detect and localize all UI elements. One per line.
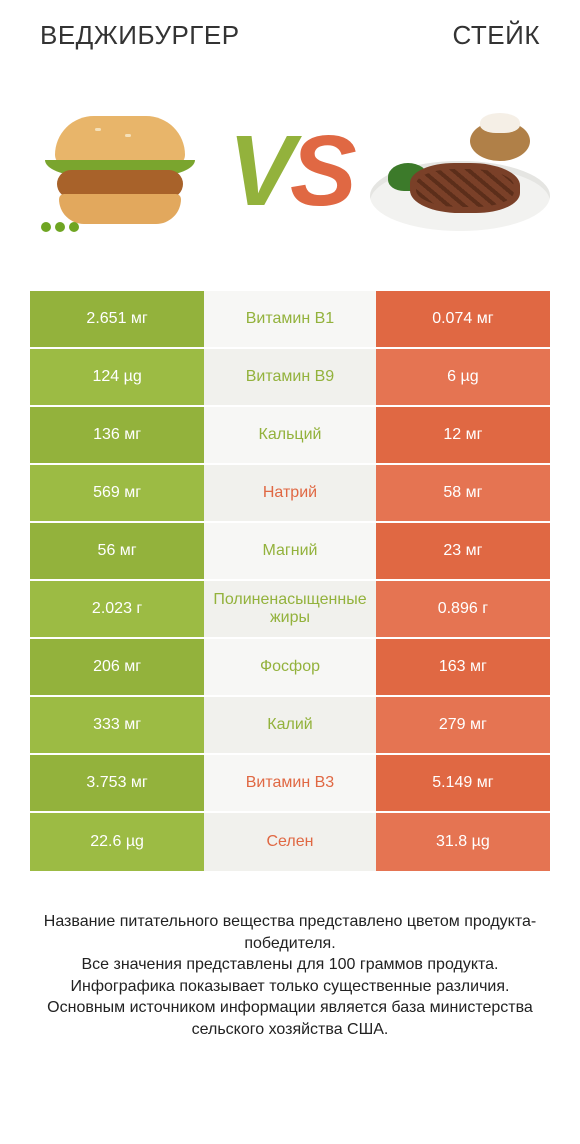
nutrient-label: Селен [204,813,376,871]
value-left: 569 мг [30,465,204,521]
table-row: 136 мгКальций12 мг [30,407,550,465]
value-left: 136 мг [30,407,204,463]
table-row: 3.753 мгВитамин B35.149 мг [30,755,550,813]
footer-note: Название питательного вещества представл… [30,911,550,1041]
comparison-table: 2.651 мгВитамин B10.074 мг124 µgВитамин … [30,291,550,871]
table-row: 333 мгКалий279 мг [30,697,550,755]
table-row: 569 мгНатрий58 мг [30,465,550,523]
nutrient-label: Витамин B3 [204,755,376,811]
value-left: 124 µg [30,349,204,405]
value-right: 31.8 µg [376,813,550,871]
footer-line: Инфографика показывает только существенн… [40,976,540,998]
table-row: 2.023 гПолиненасыщенные жиры0.896 г [30,581,550,639]
nutrient-label: Калий [204,697,376,753]
value-left: 56 мг [30,523,204,579]
value-right: 279 мг [376,697,550,753]
food-left-image [30,101,210,241]
value-left: 333 мг [30,697,204,753]
nutrient-label: Фосфор [204,639,376,695]
vs-label: VS [228,121,351,221]
hero: VS [30,81,550,261]
food-right-image [370,101,550,241]
nutrient-label: Кальций [204,407,376,463]
value-right: 0.074 мг [376,291,550,347]
value-right: 23 мг [376,523,550,579]
table-row: 56 мгМагний23 мг [30,523,550,581]
value-left: 3.753 мг [30,755,204,811]
nutrient-label: Полиненасыщенные жиры [204,581,376,637]
table-row: 22.6 µgСелен31.8 µg [30,813,550,871]
nutrient-label: Витамин B9 [204,349,376,405]
value-left: 22.6 µg [30,813,204,871]
value-right: 163 мг [376,639,550,695]
vs-s: S [290,115,352,227]
footer-line: Название питательного вещества представл… [40,911,540,954]
footer-line: Основным источником информации является … [40,997,540,1040]
value-right: 12 мг [376,407,550,463]
steak-icon [370,111,550,231]
title-right: СТЕЙК [453,20,540,51]
table-row: 206 мгФосфор163 мг [30,639,550,697]
value-right: 0.896 г [376,581,550,637]
burger-icon [45,116,195,226]
value-left: 2.651 мг [30,291,204,347]
value-right: 5.149 мг [376,755,550,811]
nutrient-label: Натрий [204,465,376,521]
table-row: 2.651 мгВитамин B10.074 мг [30,291,550,349]
nutrient-label: Витамин B1 [204,291,376,347]
footer-line: Все значения представлены для 100 граммо… [40,954,540,976]
nutrient-label: Магний [204,523,376,579]
value-right: 58 мг [376,465,550,521]
table-row: 124 µgВитамин B96 µg [30,349,550,407]
title-left: ВЕДЖИБУРГЕР [40,20,240,51]
value-left: 2.023 г [30,581,204,637]
value-left: 206 мг [30,639,204,695]
value-right: 6 µg [376,349,550,405]
vs-v: V [228,115,290,227]
